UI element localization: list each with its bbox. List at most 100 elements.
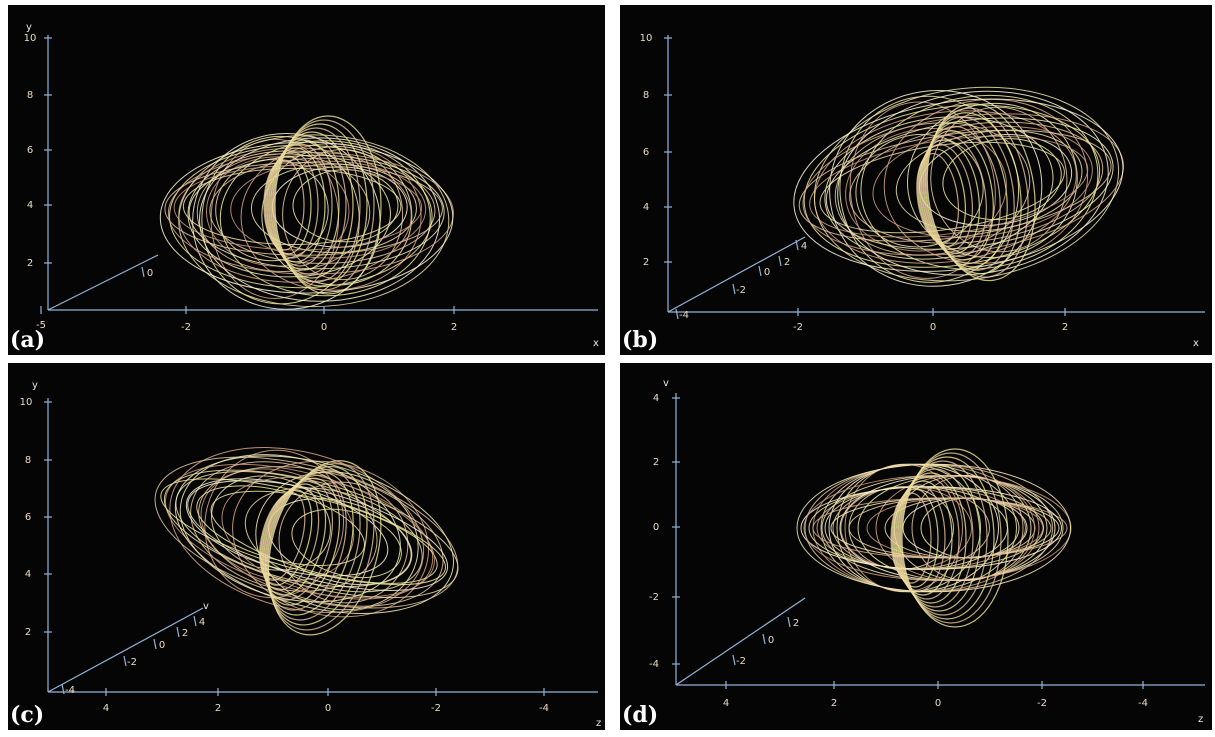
y-tick-label: 2 — [27, 258, 33, 269]
trajectory-core — [267, 463, 375, 631]
y-tick-label: 4 — [653, 393, 659, 404]
y-tick-label: 10 — [20, 397, 33, 408]
trajectory-loop — [244, 487, 423, 593]
panel-label: (c) — [10, 702, 44, 728]
depth-tick-label: 0 — [159, 640, 165, 651]
depth-axis — [667, 236, 806, 313]
trajectory-loop — [164, 162, 443, 256]
trajectory-core — [925, 107, 1029, 278]
trajectory-loop — [159, 141, 454, 294]
y-tick-label: 8 — [25, 455, 31, 466]
trajectory-loop — [210, 475, 331, 571]
y-tick-label: -2 — [649, 592, 659, 603]
trajectory-loop — [230, 160, 427, 259]
trajectory-core — [892, 484, 946, 592]
trajectory-core — [264, 471, 354, 616]
depth-tick — [193, 615, 197, 627]
trajectory-loop — [813, 86, 1120, 282]
trajectory-core — [270, 131, 354, 279]
panel-background — [8, 5, 605, 355]
trajectory-loop — [210, 490, 438, 584]
trajectory-core — [918, 143, 973, 251]
trajectory-core — [268, 139, 340, 271]
trajectory-core — [899, 456, 995, 620]
trajectory-loop — [282, 148, 404, 281]
trajectory-core — [919, 139, 980, 254]
trajectory-core — [266, 147, 326, 263]
depth-tick-label: 4 — [801, 241, 807, 252]
panel-label: (d) — [622, 702, 658, 728]
x-tick-label: 0 — [321, 322, 327, 333]
trajectory-core — [267, 460, 382, 636]
trajectory-core — [263, 477, 340, 606]
depth-tick — [732, 283, 736, 295]
trajectory-loop — [793, 98, 1124, 272]
depth-tick-label: -2 — [127, 657, 137, 668]
trajectory-loop — [872, 125, 1093, 238]
x-tick-label: 4 — [103, 703, 109, 714]
depth-tick-label: -4 — [65, 685, 75, 696]
trajectory-core — [916, 152, 959, 244]
depth-tick — [675, 308, 679, 320]
trajectory-loop — [209, 157, 436, 264]
trajectory-core — [263, 159, 305, 251]
y-axis-name: y — [32, 380, 38, 391]
depth-tick — [61, 683, 65, 695]
depth-tick — [795, 239, 799, 251]
y-tick-label: 8 — [643, 90, 649, 101]
trajectory-loop — [845, 128, 1007, 252]
trajectory-loop — [942, 138, 1062, 221]
x-tick-label: -2 — [431, 703, 441, 714]
panel-background — [620, 5, 1212, 355]
trajectory-core — [898, 460, 988, 616]
trajectory-core — [917, 148, 966, 247]
trajectory-core — [267, 143, 333, 267]
trajectory-core — [923, 116, 1015, 271]
trajectory-loop — [800, 486, 1062, 570]
trajectory-core — [894, 476, 960, 600]
y-tick-label: 6 — [27, 145, 33, 156]
y-axis-name: v — [663, 378, 669, 389]
trajectory-loop — [200, 468, 355, 582]
x-axis-name: z — [596, 718, 601, 729]
trajectory-loop — [849, 101, 996, 279]
trajectory-loop — [178, 134, 450, 308]
trajectory-loop — [812, 497, 1068, 559]
depth-axis — [675, 597, 806, 686]
panel-label: (a) — [10, 327, 45, 353]
trajectory-loop — [834, 122, 1031, 256]
trajectory-loop — [198, 466, 444, 607]
trajectory-loop — [187, 150, 391, 278]
trajectory-core — [261, 483, 327, 596]
trajectory-core — [896, 468, 974, 608]
y-axis-name: y — [26, 22, 32, 33]
trajectory-loop — [829, 90, 1043, 287]
depth-tick-label: 2 — [793, 618, 799, 629]
trajectory-loop — [825, 117, 1114, 250]
trajectory-core — [895, 472, 967, 604]
depth-tick — [778, 255, 782, 267]
trajectory-core — [893, 480, 953, 596]
depth-tick — [732, 654, 736, 666]
x-tick-label: -4 — [1138, 698, 1148, 709]
trajectory-loop — [215, 159, 329, 262]
x-tick-label: -2 — [793, 322, 803, 333]
trajectory-loop — [895, 129, 1083, 232]
x-axis-name: z — [1198, 714, 1203, 725]
panel-label: (b) — [622, 327, 658, 353]
trajectory-core — [926, 103, 1036, 282]
depth-tick-label: -2 — [736, 656, 746, 667]
panel-background — [8, 363, 605, 730]
trajectory-core — [263, 474, 347, 611]
panel: 10 8 6 4 2 -5 -2 0 2 0 y x (a) — [8, 5, 605, 355]
trajectory-core — [274, 115, 382, 295]
trajectory-loop — [849, 121, 1104, 244]
depth-tick-label: 4 — [199, 617, 205, 628]
trajectory-core — [921, 130, 994, 261]
trajectory-core — [891, 488, 939, 588]
y-tick-label: 2 — [643, 257, 649, 268]
x-axis-name: x — [593, 338, 599, 349]
x-tick-label: 0 — [935, 698, 941, 709]
trajectory-core — [272, 123, 368, 287]
